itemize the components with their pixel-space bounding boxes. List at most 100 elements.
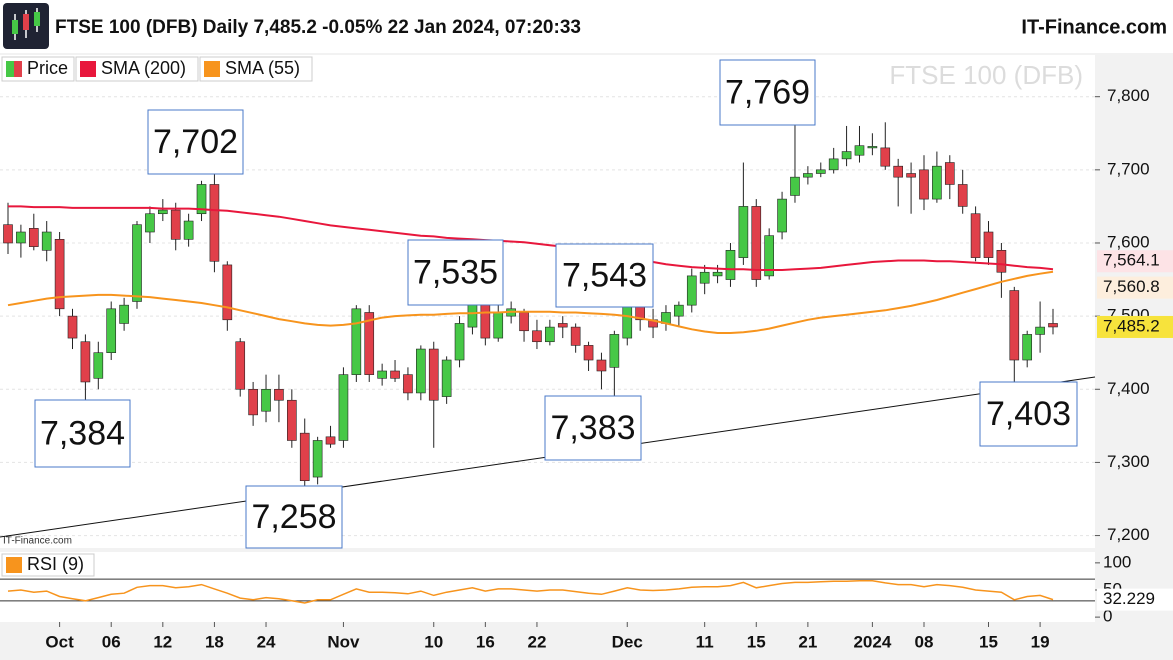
candle-body [196, 184, 207, 215]
candle-body [854, 145, 865, 156]
x-tick-label: 12 [153, 632, 172, 651]
rsi-line [7, 580, 1054, 604]
legend-swatch [204, 61, 220, 77]
sma200-last: 7,564.1 [1103, 251, 1160, 270]
candle-body [325, 436, 336, 445]
header [0, 0, 1173, 53]
candle-body [790, 176, 800, 196]
candle-body [996, 249, 1007, 273]
candle-body [287, 399, 297, 441]
candle-body [222, 264, 233, 321]
annotation-label: 7,543 [562, 256, 647, 294]
rsi-panel [0, 552, 1095, 622]
legend-swatch-up [6, 61, 14, 77]
sma55-last-box [1097, 276, 1173, 299]
candle-body [493, 312, 504, 339]
candle-body [532, 330, 542, 343]
candle-body [1022, 334, 1033, 361]
legend: Price SMA (200) SMA (55) RSI (9) [1, 56, 313, 577]
candle-body [209, 184, 220, 262]
annotation-box [719, 59, 816, 126]
sma55-last: 7,560.8 [1103, 277, 1160, 296]
annotation-label: 7,403 [986, 395, 1071, 433]
annotation-box [979, 381, 1078, 447]
candle-body [957, 184, 968, 207]
chart-title: FTSE 100 (DFB) Daily 7,485.2 -0.05% 22 J… [55, 17, 581, 38]
candle-body [609, 334, 620, 368]
candle-body [67, 315, 78, 339]
candle-body [132, 224, 142, 302]
candle-body [674, 304, 684, 317]
candle-body [351, 308, 362, 375]
x-tick-label: 16 [476, 632, 495, 651]
candle-body [545, 326, 555, 343]
rsi-tick-label: 100 [1103, 552, 1131, 571]
x-tick-label: 19 [1031, 632, 1050, 651]
candle-body [145, 213, 155, 233]
sma-line [8, 205, 1054, 271]
candle-body [338, 374, 349, 441]
candle-body [712, 271, 723, 277]
candle-body [596, 359, 607, 372]
x-tick-label: 22 [527, 632, 546, 651]
grid [0, 96, 1095, 602]
candle-body [777, 198, 787, 233]
candle-body [519, 312, 529, 332]
legend-swatch-down [14, 61, 22, 77]
x-tick-label: 10 [424, 632, 443, 651]
candle-body [454, 323, 465, 361]
annotation-label: 7,258 [251, 498, 336, 536]
candle-body [106, 308, 117, 354]
candle-body [738, 206, 749, 258]
candle-body [764, 235, 774, 277]
legend-box [75, 56, 199, 82]
candle-body [1009, 290, 1020, 361]
annotation-box [555, 243, 654, 308]
candle-body [841, 151, 852, 160]
candle-body [235, 341, 246, 390]
candle-body [906, 173, 916, 178]
legend-label: RSI (9) [27, 554, 84, 574]
candle-body [312, 440, 323, 478]
candle-body [944, 162, 955, 185]
candle-body [428, 348, 439, 401]
candle-body [919, 169, 929, 200]
candle-body [364, 312, 375, 375]
candle-body [54, 239, 65, 310]
annotations: 7,702 7,384 7,535 7,543 7,383 7,258 7,769 7,403 [34, 59, 1078, 549]
candle-body [261, 388, 271, 412]
candle-body [1035, 326, 1045, 335]
y-tick-label: 7,800 [1107, 86, 1150, 105]
x-tick-label: 15 [747, 632, 766, 651]
candle-body [248, 388, 258, 416]
candle-body [970, 213, 981, 258]
y-tick-label: 7,200 [1107, 525, 1150, 544]
candle-body [16, 231, 26, 244]
sma200-last-box [1097, 250, 1173, 273]
candle-body [815, 169, 826, 174]
candle-body [3, 224, 13, 244]
candle-body [880, 147, 891, 167]
y-tick-label: 7,700 [1107, 159, 1150, 178]
x-tick-label: 18 [205, 632, 224, 651]
x-tick-label: 06 [102, 632, 121, 651]
candle-body [119, 304, 129, 324]
x-tick-label: Oct [45, 632, 74, 651]
legend-label: SMA (55) [225, 58, 300, 78]
x-tick-label: 11 [696, 632, 714, 651]
rsi-last: 32.229 [1103, 589, 1155, 608]
candle-body [932, 165, 942, 200]
candle-body [583, 345, 594, 361]
candle-body [751, 206, 762, 280]
icon-candles [12, 8, 40, 40]
y-tick-label: 7,300 [1107, 452, 1150, 471]
legend-label: SMA (200) [101, 58, 186, 78]
price-last-box [1097, 315, 1173, 338]
annotation-label: 7,383 [550, 409, 635, 447]
x-tick-label: 15 [979, 632, 998, 651]
x-tick-label: 24 [257, 632, 276, 651]
candle-body [867, 146, 878, 149]
brand: IT-Finance.com [1021, 16, 1167, 38]
x-tick-label: 08 [915, 632, 934, 651]
